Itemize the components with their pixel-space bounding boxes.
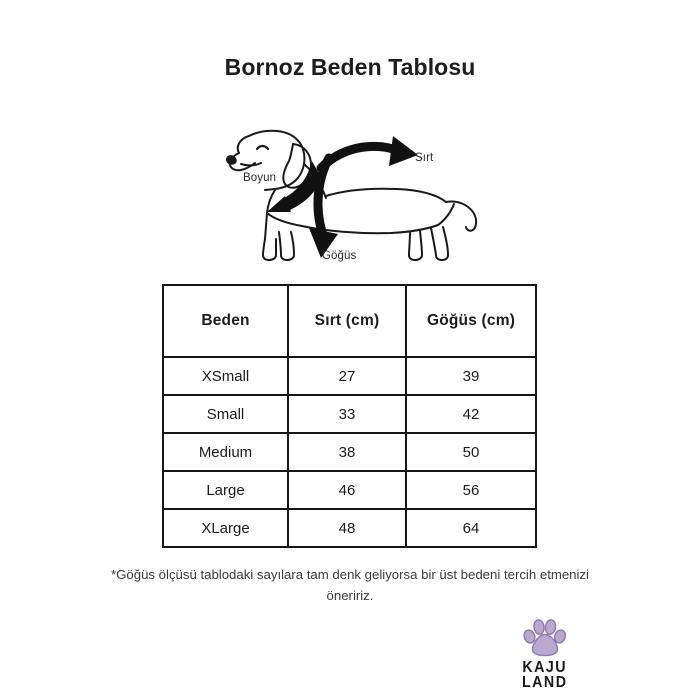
neck-arrow bbox=[267, 161, 323, 212]
brand-logo: KAJU LAND bbox=[505, 618, 585, 690]
column-header-sirt: Sırt (cm) bbox=[287, 284, 407, 358]
back-arrow bbox=[316, 136, 418, 173]
table-row: Large 46 56 bbox=[162, 470, 537, 510]
dog-measurement-diagram bbox=[205, 108, 505, 273]
footnote-text: *Göğüs ölçüsü tablodaki sayılara tam den… bbox=[111, 567, 589, 603]
logo-text-block: KAJU LAND bbox=[522, 659, 568, 691]
cell-beden: Small bbox=[162, 394, 289, 434]
chest-arrow bbox=[309, 153, 338, 258]
cell-sirt: 27 bbox=[287, 356, 407, 396]
label-sirt: Sırt bbox=[415, 152, 434, 164]
label-gogus: Göğüs bbox=[322, 250, 357, 262]
column-header-beden: Beden bbox=[162, 284, 289, 358]
cell-sirt: 38 bbox=[287, 432, 407, 472]
table-row: Medium 38 50 bbox=[162, 432, 537, 472]
cell-sirt: 33 bbox=[287, 394, 407, 434]
cell-beden: Medium bbox=[162, 432, 289, 472]
page-title: Bornoz Beden Tablosu bbox=[224, 54, 476, 80]
cell-sirt: 48 bbox=[287, 508, 407, 548]
size-table: Beden Sırt (cm) Göğüs (cm) XSmall 27 39 … bbox=[162, 284, 537, 548]
cell-sirt: 46 bbox=[287, 470, 407, 510]
table-row: XSmall 27 39 bbox=[162, 356, 537, 396]
table-header-row: Beden Sırt (cm) Göğüs (cm) bbox=[162, 284, 537, 358]
column-header-gogus: Göğüs (cm) bbox=[405, 284, 537, 358]
paw-print-icon bbox=[523, 619, 567, 657]
logo-line-kaju: KAJU bbox=[522, 659, 568, 676]
table-row: XLarge 48 64 bbox=[162, 508, 537, 548]
cell-beden: Large bbox=[162, 470, 289, 510]
cell-gogus: 56 bbox=[405, 470, 537, 510]
logo-line-land: LAND bbox=[522, 674, 568, 691]
label-boyun: Boyun bbox=[243, 172, 277, 184]
cell-gogus: 39 bbox=[405, 356, 537, 396]
table-row: Small 33 42 bbox=[162, 394, 537, 434]
cell-gogus: 50 bbox=[405, 432, 537, 472]
cell-gogus: 42 bbox=[405, 394, 537, 434]
cell-beden: XSmall bbox=[162, 356, 289, 396]
cell-gogus: 64 bbox=[405, 508, 537, 548]
cell-beden: XLarge bbox=[162, 508, 289, 548]
